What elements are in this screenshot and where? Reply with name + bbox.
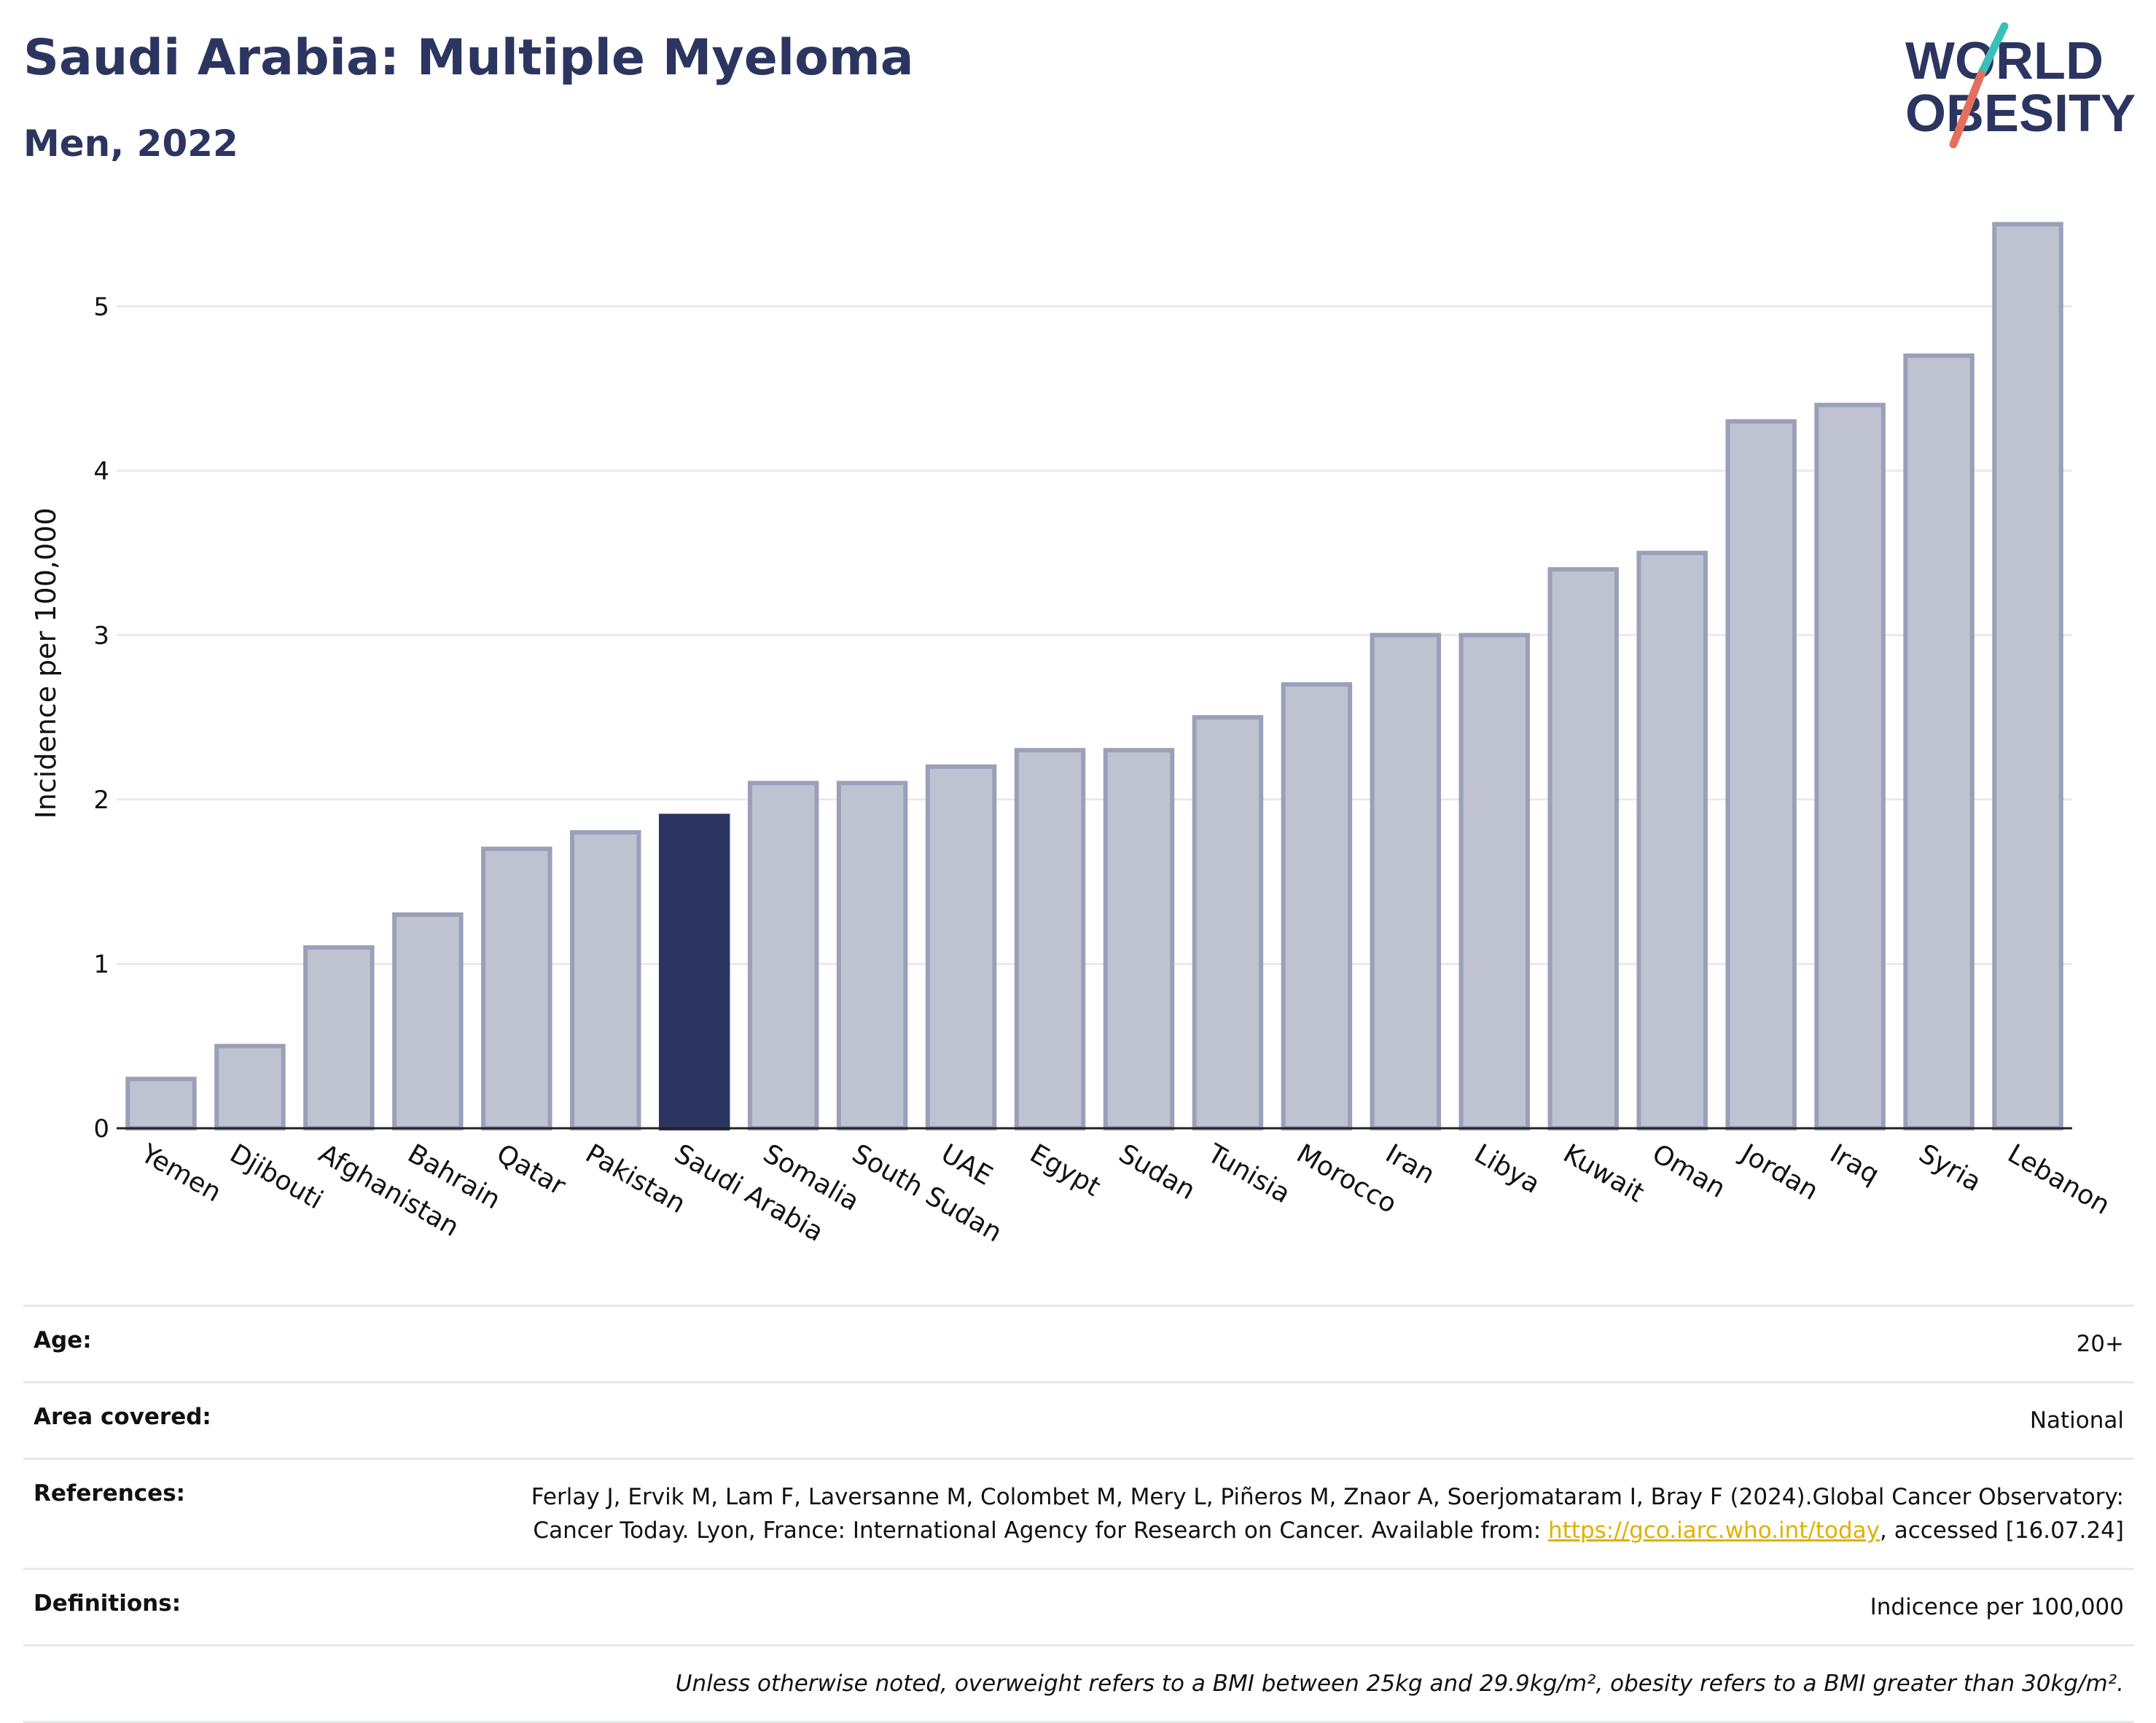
bar bbox=[1014, 748, 1086, 1130]
y-tick-label: 1 bbox=[93, 950, 109, 979]
area-value: National bbox=[2029, 1407, 2124, 1434]
bar-highlighted bbox=[658, 813, 730, 1131]
bar bbox=[392, 912, 464, 1131]
bmi-note: Unless otherwise noted, overweight refer… bbox=[675, 1671, 2124, 1697]
references-text2: , accessed [16.07.24] bbox=[1879, 1517, 2124, 1544]
info-row-references: References: Ferlay J, Ervik M, Lam F, La… bbox=[23, 1458, 2134, 1568]
bar bbox=[1992, 222, 2063, 1130]
bar bbox=[1458, 633, 1531, 1130]
y-tick-label: 4 bbox=[93, 457, 109, 486]
bars bbox=[125, 222, 2063, 1131]
age-label: Age: bbox=[34, 1327, 92, 1353]
bar bbox=[125, 1077, 197, 1130]
x-tick-label: Sudan bbox=[1114, 1138, 1200, 1206]
info-row-note: Unless otherwise noted, overweight refer… bbox=[23, 1644, 2134, 1723]
bar bbox=[1814, 402, 1886, 1130]
page-title: Saudi Arabia: Multiple Myeloma bbox=[23, 29, 914, 87]
bar bbox=[1725, 419, 1797, 1130]
x-tick-label: Libya bbox=[1469, 1138, 1545, 1200]
info-row-area: Area covered: National bbox=[23, 1381, 2134, 1458]
info-table: Age: 20+ Area covered: National Referenc… bbox=[23, 1305, 2134, 1723]
definitions-label: Definitions: bbox=[34, 1590, 181, 1617]
x-tick-label: Morocco bbox=[1292, 1138, 1402, 1219]
bar bbox=[1903, 353, 1975, 1130]
bar bbox=[1192, 715, 1264, 1130]
x-tick-label: Yemen bbox=[136, 1138, 227, 1208]
bar bbox=[747, 781, 819, 1130]
y-tick-label: 2 bbox=[93, 786, 109, 815]
area-label: Area covered: bbox=[34, 1404, 211, 1430]
x-tick-label: Jordan bbox=[1735, 1138, 1823, 1206]
bar bbox=[570, 830, 641, 1131]
x-tick-label: Lebanon bbox=[2003, 1138, 2115, 1221]
x-tick-label: Egypt bbox=[1025, 1138, 1105, 1202]
bar bbox=[1547, 567, 1619, 1130]
world-obesity-logo: WORLD OBESITY bbox=[1905, 22, 2136, 149]
page-subtitle: Men, 2022 bbox=[23, 122, 238, 165]
y-tick-labels: 0 1 2 3 4 5 bbox=[93, 292, 109, 1144]
logo-line1: WORLD bbox=[1905, 32, 2104, 90]
references-text1: Ferlay J, Ervik M, Lam F, Laversanne M, … bbox=[531, 1484, 2124, 1544]
bar bbox=[214, 1044, 286, 1131]
x-tick-label: Pakistan bbox=[580, 1138, 690, 1219]
bar bbox=[836, 781, 908, 1130]
x-tick-label: Oman bbox=[1647, 1138, 1730, 1204]
bar bbox=[481, 846, 552, 1130]
x-tick-label: Djibouti bbox=[224, 1138, 327, 1215]
bar bbox=[1370, 633, 1442, 1130]
info-row-age: Age: 20+ bbox=[23, 1305, 2134, 1381]
y-axis-title: Incidence per 100,000 bbox=[30, 507, 62, 818]
references-value: Ferlay J, Ervik M, Lam F, Laversanne M, … bbox=[448, 1480, 2124, 1547]
bar bbox=[1636, 550, 1708, 1130]
x-tick-label: Saudi Arabia bbox=[669, 1138, 828, 1248]
logo-slash-teal bbox=[1977, 22, 2009, 79]
y-tick-label: 0 bbox=[93, 1114, 109, 1144]
references-link[interactable]: https://gco.iarc.who.int/today bbox=[1548, 1517, 1880, 1544]
y-tick-label: 3 bbox=[93, 621, 109, 650]
info-row-definitions: Definitions: Indicence per 100,000 bbox=[23, 1568, 2134, 1644]
x-tick-label: Kuwait bbox=[1558, 1138, 1649, 1208]
bar-chart: 0 1 2 3 4 5 YemenDjiboutiAfghanistanBahrainQa… bbox=[30, 222, 2115, 1249]
age-value: 20+ bbox=[2076, 1331, 2124, 1357]
x-tick-label: UAE bbox=[936, 1138, 997, 1191]
bar bbox=[1281, 682, 1353, 1130]
references-label: References: bbox=[34, 1480, 186, 1507]
bar bbox=[1103, 748, 1175, 1130]
definitions-value: Indicence per 100,000 bbox=[1870, 1594, 2124, 1620]
bar bbox=[925, 764, 997, 1130]
x-tick-label: Syria bbox=[1914, 1138, 1986, 1197]
bar bbox=[303, 945, 375, 1131]
x-tick-label: Tunisia bbox=[1202, 1138, 1295, 1209]
y-tick-label: 5 bbox=[93, 292, 109, 321]
logo-slash-coral bbox=[1949, 70, 1985, 149]
logo-line2: OBESITY bbox=[1905, 85, 2136, 143]
x-tick-label: South Sudan bbox=[847, 1138, 1007, 1248]
x-tick-label: Iraq bbox=[1825, 1138, 1884, 1190]
x-tick-label: Iran bbox=[1380, 1138, 1440, 1190]
